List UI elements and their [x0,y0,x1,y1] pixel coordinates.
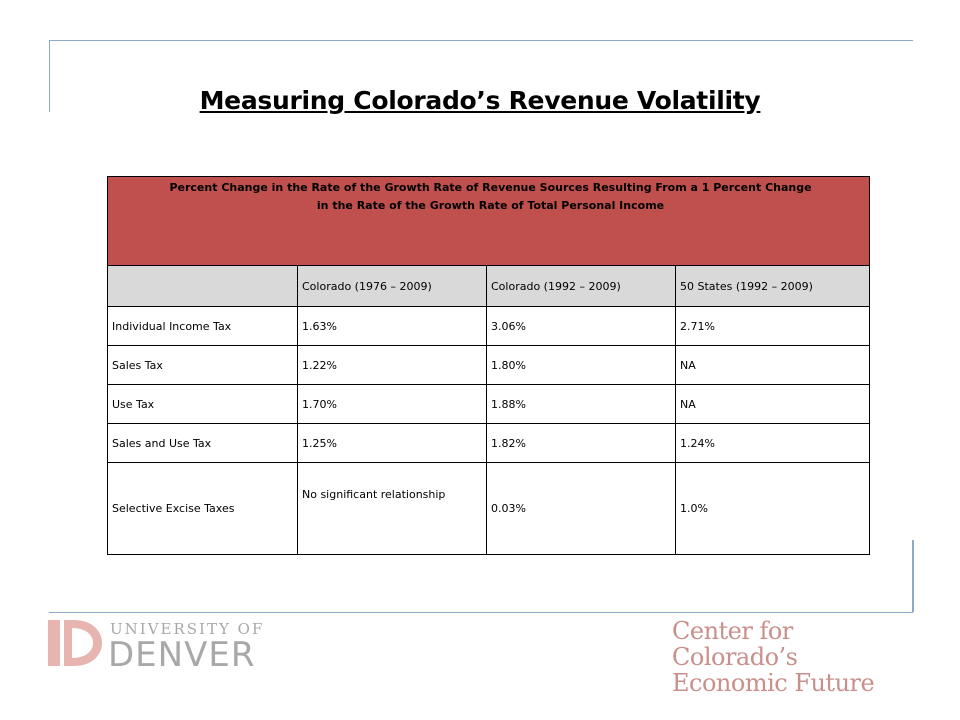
table-cell: 1.88% [486,384,676,424]
table-header-line-1: Percent Change in the Rate of the Growth… [169,181,812,194]
ccef-logo-line-2: Economic Future [672,669,875,697]
table-header-line-2: in the Rate of the Growth Rate of Total … [316,199,665,212]
column-header: Colorado (1976 – 2009) [297,265,487,307]
frame-right-line [912,540,914,612]
table-row: Sales Tax 1.22% 1.80% NA [107,345,871,385]
table-cell: No significant relationship [297,462,487,555]
table-cell: 1.0% [674,462,871,555]
row-label: Selective Excise Taxes [107,462,298,555]
ccef-logo-line-1: Center for Colorado’s [672,617,798,671]
table-cell: 2.71% [674,306,871,346]
du-logo-line-1: UNIVERSITY OF [110,620,264,638]
table-cell: 1.70% [297,384,487,424]
table-cell: NA [674,384,871,424]
table-cell: 3.06% [486,306,676,346]
du-logo-bar [48,620,60,666]
table-cell: 1.25% [297,423,487,463]
table-cell: 1.63% [297,306,487,346]
frame-left-line [49,40,50,112]
frame-bottom-line [49,612,913,613]
university-of-denver-logo: UNIVERSITY OF DENVER [48,620,264,672]
table-cell: NA [674,345,871,385]
du-logo-line-2: DENVER [108,635,255,672]
table-row: Selective Excise Taxes No significant re… [107,462,871,555]
du-logo-d-inner [72,628,93,658]
ccef-logo: Center for Colorado’s Economic Future [672,617,922,696]
table-cell: 1.22% [297,345,487,385]
slide-title: Measuring Colorado’s Revenue Volatility [199,86,761,115]
column-header: Colorado (1992 – 2009) [486,265,676,307]
table-row: Individual Income Tax 1.63% 3.06% 2.71% [107,306,871,346]
table-cell: 1.24% [674,423,871,463]
row-label: Use Tax [107,384,298,424]
table-header-row: Percent Change in the Rate of the Growth… [106,176,871,266]
table-cell: 1.82% [486,423,676,463]
table-cell: 0.03% [486,462,676,555]
column-header-blank [107,265,298,307]
row-label: Individual Income Tax [107,306,298,346]
table-cell: 1.80% [486,345,676,385]
no-significant-text: No significant relationship [302,488,446,501]
column-header-row: Colorado (1976 – 2009) Colorado (1992 – … [107,265,871,307]
volatility-table: Percent Change in the Rate of the Growth… [106,176,871,555]
table-row: Use Tax 1.70% 1.88% NA [107,384,871,424]
column-header: 50 States (1992 – 2009) [674,265,871,307]
table-row: Sales and Use Tax 1.25% 1.82% 1.24% [107,423,871,463]
table-header: Percent Change in the Rate of the Growth… [106,176,871,266]
row-label: Sales Tax [107,345,298,385]
frame-top-line [49,40,913,41]
row-label: Sales and Use Tax [107,423,298,463]
